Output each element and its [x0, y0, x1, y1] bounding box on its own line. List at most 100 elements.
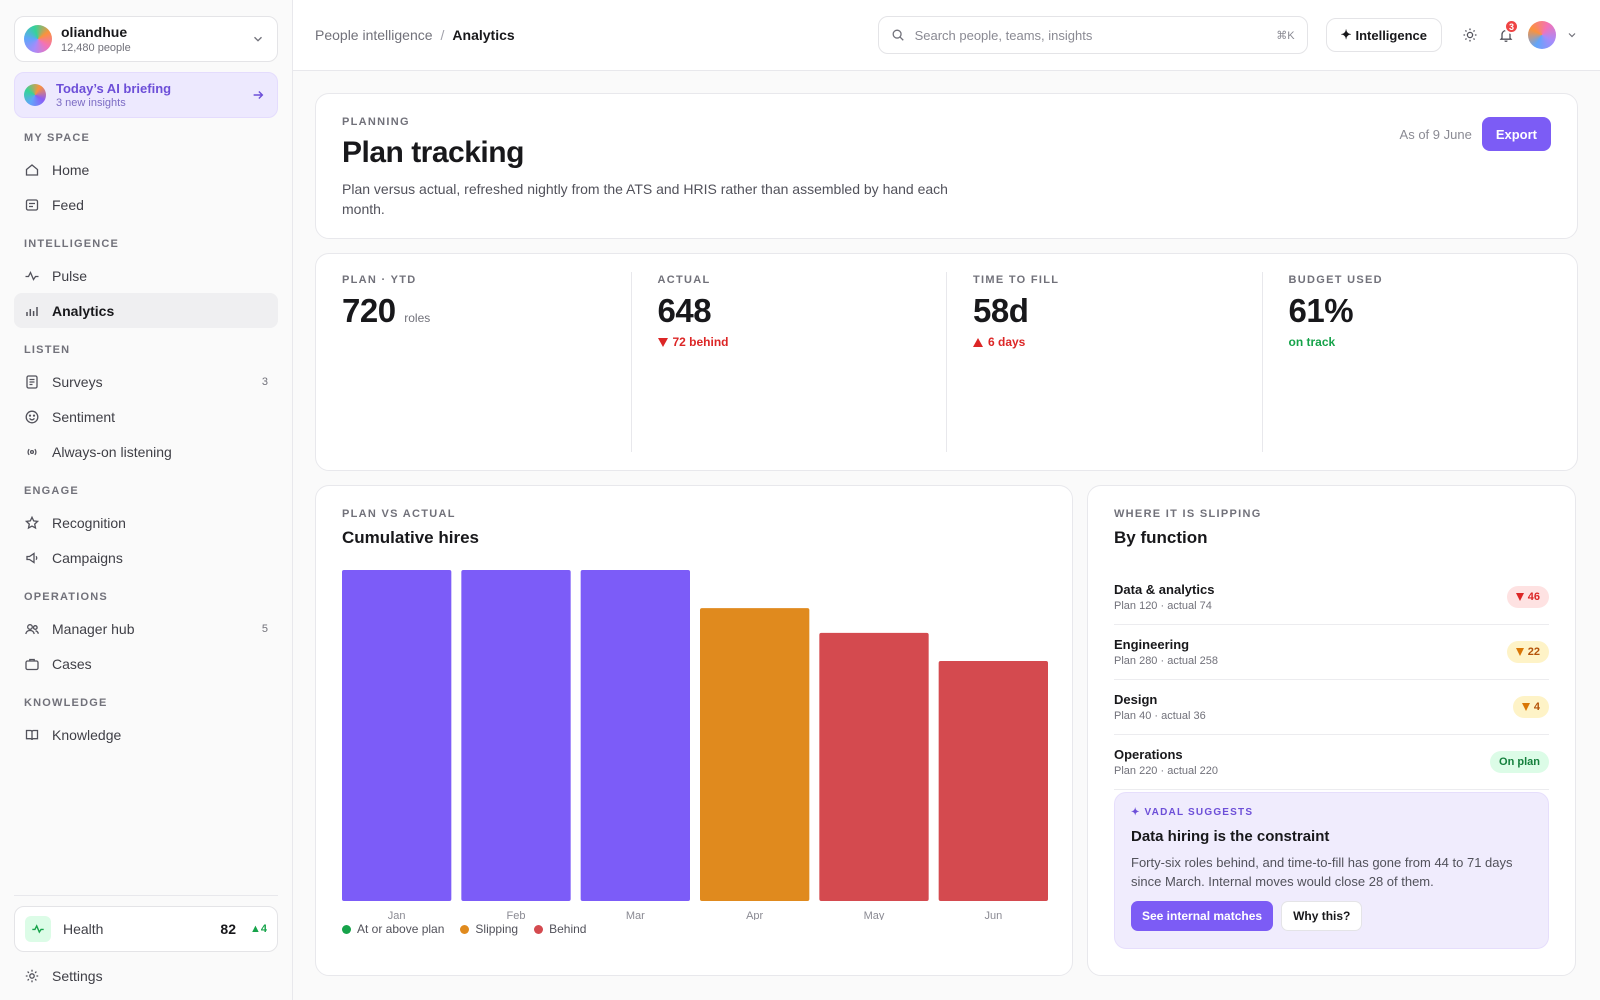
sidebar-item-analytics[interactable]: Analytics [14, 293, 278, 328]
list-item[interactable]: Engineering Plan 280 · actual 258 22 [1114, 625, 1549, 680]
cumulative-hires-panel: PLAN VS ACTUAL Cumulative hires Jan Feb Ma… [315, 485, 1073, 976]
nav-section-engage: ENGAGE Recognition Campaigns [14, 485, 278, 575]
bar-feb[interactable] [461, 570, 571, 901]
x-tick-label: May [864, 910, 885, 920]
search-box[interactable]: ⌘K [877, 16, 1308, 54]
triangle-up-icon [973, 337, 983, 347]
user-avatar[interactable] [1528, 21, 1556, 49]
chart-legend: At or above plan Slipping Behind [342, 922, 1046, 936]
nav-section-operations: OPERATIONS Manager hub 5 Cases [14, 591, 278, 681]
sidebar-item-label: Recognition [52, 514, 126, 531]
health-label: Health [63, 921, 104, 937]
kpi-note-text: on track [1288, 335, 1336, 349]
main-area: People intelligence / Analytics ⌘K ✦ Int… [293, 0, 1600, 1000]
bar-jan[interactable] [342, 570, 452, 901]
sidebar-item-cases[interactable]: Cases [14, 646, 278, 681]
bar-apr[interactable] [700, 608, 810, 901]
legend-dot [342, 924, 351, 934]
kpi-number: 720 [342, 292, 396, 329]
sidebar-item-home[interactable]: Home [14, 152, 278, 187]
ai-briefing-card[interactable]: Today’s AI briefing 3 new insights [14, 72, 278, 118]
briefing-subtitle: 3 new insights [56, 97, 126, 109]
health-delta: ▲4 [249, 923, 267, 935]
badge-value: 22 [1527, 646, 1540, 658]
breadcrumb-separator: / [440, 27, 445, 43]
legend-label: Behind [549, 922, 587, 936]
briefcase-icon [25, 658, 39, 670]
why-this-button[interactable]: Why this? [1281, 901, 1363, 931]
panel-title: Cumulative hires [342, 528, 479, 547]
function-name: Engineering [1114, 637, 1190, 652]
list-item[interactable]: Data & analytics Plan 120 · actual 74 46 [1114, 570, 1549, 625]
notifications-button[interactable]: 3 [1498, 19, 1519, 43]
breadcrumb-current: Analytics [452, 27, 515, 43]
pulse-icon [25, 270, 39, 281]
panel-title: By function [1114, 528, 1208, 547]
legend-entry: Slipping [460, 922, 518, 936]
sidebar-item-surveys[interactable]: Surveys 3 [14, 364, 278, 399]
status-badge: 22 [1506, 641, 1549, 663]
bar-may[interactable] [819, 632, 929, 901]
chevron-down-icon[interactable] [1566, 29, 1578, 41]
function-plan-actual: Plan 40 · actual 36 [1114, 710, 1206, 722]
briefing-title: Today’s AI briefing [56, 81, 172, 96]
list-item[interactable]: Operations Plan 220 · actual 220 On plan [1114, 735, 1549, 790]
arrow-right-icon [253, 91, 264, 99]
x-tick-label: Mar [626, 910, 645, 920]
search-input[interactable] [914, 27, 1277, 43]
breadcrumb-parent[interactable]: People intelligence [315, 27, 433, 43]
sidebar-item-campaigns[interactable]: Campaigns [14, 540, 278, 575]
search-shortcut: ⌘K [1276, 29, 1295, 42]
suggestion-title: Data hiring is the constraint [1131, 828, 1330, 845]
kpi-value: 61% [1288, 292, 1354, 329]
radio-icon [27, 448, 37, 455]
page-description: Plan versus actual, refreshed nightly fr… [342, 181, 948, 217]
legend-dot [460, 924, 470, 934]
sparkle-icon: ✦ [1340, 27, 1352, 42]
export-button[interactable]: Export [1481, 117, 1551, 151]
star-icon [24, 515, 40, 529]
nav-heading: MY SPACE [24, 132, 91, 144]
org-people-count: 12,480 people [61, 42, 131, 54]
sidebar-item-label: Sentiment [52, 408, 116, 425]
list-item[interactable]: Design Plan 40 · actual 36 4 [1114, 680, 1549, 735]
sidebar-item-knowledge[interactable]: Knowledge [14, 717, 278, 752]
sidebar-item-always-on-listening[interactable]: Always-on listening [14, 434, 278, 469]
kpi-note: 72 behind [657, 335, 921, 349]
bar-mar[interactable] [580, 570, 690, 901]
triangle-down-icon [1521, 703, 1530, 711]
panel-eyebrow: WHERE IT IS SLIPPING [1114, 508, 1262, 520]
kpi-note-text: 6 days [988, 335, 1026, 349]
plan-tracking-header: PLANNING Plan tracking Plan versus actua… [315, 93, 1578, 239]
function-plan-actual: Plan 120 · actual 74 [1114, 600, 1212, 612]
sidebar-item-label: Surveys [52, 373, 103, 390]
status-badge: 46 [1506, 586, 1549, 608]
x-tick-label: Jan [388, 910, 406, 920]
bar-jun[interactable] [938, 661, 1048, 901]
sidebar-item-recognition[interactable]: Recognition [14, 505, 278, 540]
status-badge: On plan [1490, 751, 1549, 773]
as-of-date: As of 9 June [1399, 126, 1472, 142]
kpi-label: PLAN · YTD [342, 274, 417, 286]
sidebar-item-label: Always-on listening [52, 443, 172, 460]
legend-label: Slipping [475, 922, 519, 936]
sidebar-item-sentiment[interactable]: Sentiment [14, 399, 278, 434]
intelligence-button[interactable]: ✦ Intelligence [1325, 18, 1442, 52]
x-tick-label: Apr [746, 910, 763, 920]
sidebar-item-pulse[interactable]: Pulse [14, 258, 278, 293]
see-internal-matches-button[interactable]: See internal matches [1131, 901, 1274, 931]
sidebar-item-manager-hub[interactable]: Manager hub 5 [14, 611, 278, 646]
health-delta-value: 4 [260, 923, 267, 935]
sun-icon[interactable] [1462, 27, 1478, 43]
legend-label: At or above plan [357, 922, 445, 936]
health-card[interactable]: Health 82 ▲4 [14, 906, 278, 952]
sidebar-item-settings[interactable]: Settings [14, 952, 278, 1000]
kpi-actual: ACTUAL 648 72 behind [630, 272, 947, 452]
org-switcher[interactable]: oliandhue 12,480 people [14, 16, 278, 62]
kpi-value: 58d [973, 292, 1029, 329]
badge-value: 4 [1533, 701, 1540, 713]
nav-heading: OPERATIONS [24, 591, 108, 603]
manager-hub-count: 5 [261, 622, 268, 635]
feed-icon [25, 198, 39, 211]
sidebar-item-feed[interactable]: Feed [14, 187, 278, 222]
